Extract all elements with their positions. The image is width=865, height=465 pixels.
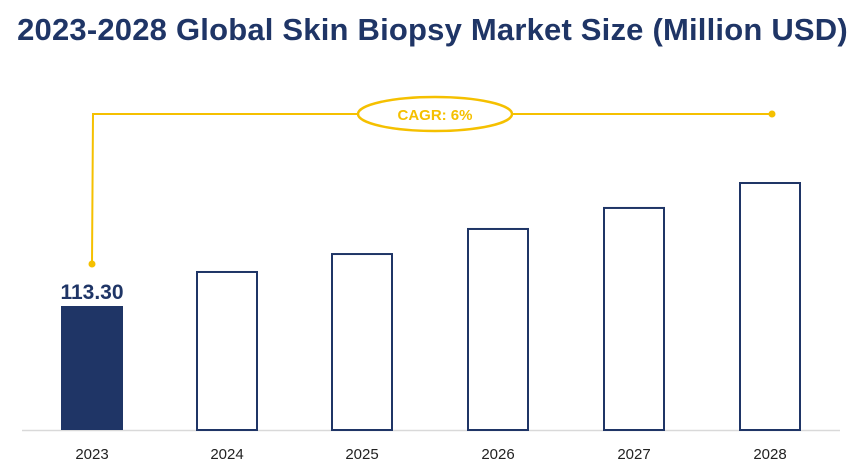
cagr-end-dot xyxy=(768,110,776,118)
x-tick-label: 2028 xyxy=(753,446,786,463)
bar-2024 xyxy=(196,270,258,431)
bar-2026 xyxy=(467,227,529,431)
x-tick-label: 2024 xyxy=(210,446,243,463)
x-tick-label: 2025 xyxy=(345,446,378,463)
cagr-label: CAGR: 6% xyxy=(397,107,472,124)
x-tick-label: 2023 xyxy=(75,446,108,463)
bar-2027 xyxy=(603,206,665,431)
x-tick-label: 2026 xyxy=(481,446,514,463)
bar-2025 xyxy=(331,253,393,431)
bar-2028 xyxy=(739,182,801,431)
x-tick-label: 2027 xyxy=(617,446,650,463)
cagr-connector-left xyxy=(91,113,358,265)
cagr-start-dot xyxy=(88,260,96,268)
data-label: 113.30 xyxy=(60,281,123,304)
bar-2023 xyxy=(61,306,123,430)
chart-title: 2023-2028 Global Skin Biopsy Market Size… xyxy=(17,12,848,47)
cagr-ellipse xyxy=(356,95,514,133)
